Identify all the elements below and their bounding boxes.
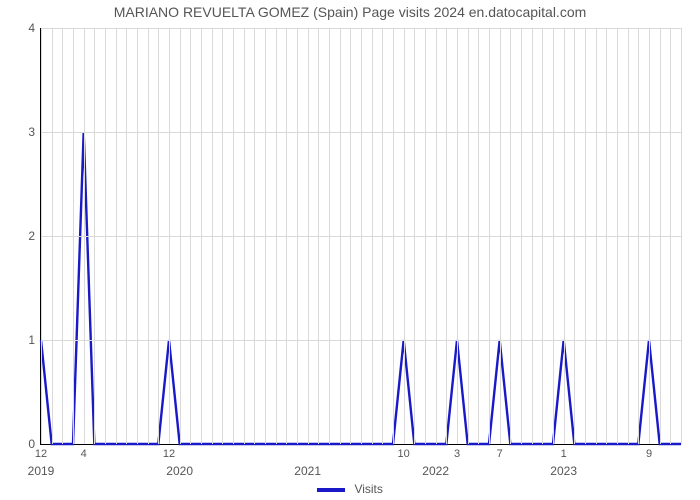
vgrid-line: [532, 28, 533, 444]
plot-area: 012341241210371920192020202120222023: [40, 28, 681, 445]
vgrid-line: [329, 28, 330, 444]
vgrid-line: [190, 28, 191, 444]
vgrid-line: [116, 28, 117, 444]
vgrid-line: [350, 28, 351, 444]
vgrid-line: [596, 28, 597, 444]
ytick-label: 4: [28, 21, 41, 35]
vgrid-line: [297, 28, 298, 444]
xtick-year-label: 2020: [166, 444, 193, 478]
vgrid-line: [94, 28, 95, 444]
vgrid-line: [414, 28, 415, 444]
chart-title: MARIANO REVUELTA GOMEZ (Spain) Page visi…: [0, 4, 700, 20]
vgrid-line: [500, 28, 501, 444]
ytick-label: 3: [28, 125, 41, 139]
vgrid-line: [254, 28, 255, 444]
vgrid-line: [649, 28, 650, 444]
vgrid-line: [318, 28, 319, 444]
xtick-month-label: 4: [81, 444, 87, 460]
vgrid-line: [404, 28, 405, 444]
vgrid-line: [585, 28, 586, 444]
vgrid-line: [446, 28, 447, 444]
xtick-year-label: 2022: [422, 444, 449, 478]
vgrid-line: [169, 28, 170, 444]
vgrid-line: [468, 28, 469, 444]
legend-label: Visits: [354, 482, 382, 496]
legend: Visits: [0, 482, 700, 496]
vgrid-line: [222, 28, 223, 444]
vgrid-line: [233, 28, 234, 444]
chart-container: MARIANO REVUELTA GOMEZ (Spain) Page visi…: [0, 0, 700, 500]
vgrid-line: [628, 28, 629, 444]
vgrid-line: [542, 28, 543, 444]
vgrid-line: [553, 28, 554, 444]
vgrid-line: [201, 28, 202, 444]
vgrid-line: [105, 28, 106, 444]
xtick-month-label: 10: [398, 444, 410, 460]
vgrid-line: [180, 28, 181, 444]
xtick-year-label: 2023: [550, 444, 577, 478]
vgrid-line: [436, 28, 437, 444]
legend-swatch: [317, 488, 345, 492]
vgrid-line: [681, 28, 682, 444]
vgrid-line: [265, 28, 266, 444]
vgrid-line: [372, 28, 373, 444]
vgrid-line: [489, 28, 490, 444]
vgrid-line: [670, 28, 671, 444]
vgrid-line: [425, 28, 426, 444]
vgrid-line: [244, 28, 245, 444]
vgrid-line: [617, 28, 618, 444]
vgrid-line: [478, 28, 479, 444]
xtick-year-label: 2019: [28, 444, 55, 478]
vgrid-line: [148, 28, 149, 444]
vgrid-line: [606, 28, 607, 444]
vgrid-line: [308, 28, 309, 444]
vgrid-line: [521, 28, 522, 444]
vgrid-line: [660, 28, 661, 444]
vgrid-line: [457, 28, 458, 444]
xtick-month-label: 3: [454, 444, 460, 460]
xtick-month-label: 7: [497, 444, 503, 460]
xtick-year-label: 2021: [294, 444, 321, 478]
vgrid-line: [158, 28, 159, 444]
vgrid-line: [41, 28, 42, 444]
ytick-label: 2: [28, 229, 41, 243]
vgrid-line: [382, 28, 383, 444]
vgrid-line: [510, 28, 511, 444]
vgrid-line: [126, 28, 127, 444]
xtick-month-label: 9: [646, 444, 652, 460]
vgrid-line: [276, 28, 277, 444]
vgrid-line: [638, 28, 639, 444]
vgrid-line: [574, 28, 575, 444]
vgrid-line: [137, 28, 138, 444]
vgrid-line: [393, 28, 394, 444]
vgrid-line: [73, 28, 74, 444]
ytick-label: 1: [28, 333, 41, 347]
vgrid-line: [84, 28, 85, 444]
vgrid-line: [212, 28, 213, 444]
vgrid-line: [340, 28, 341, 444]
vgrid-line: [62, 28, 63, 444]
vgrid-line: [564, 28, 565, 444]
vgrid-line: [52, 28, 53, 444]
vgrid-line: [286, 28, 287, 444]
vgrid-line: [361, 28, 362, 444]
